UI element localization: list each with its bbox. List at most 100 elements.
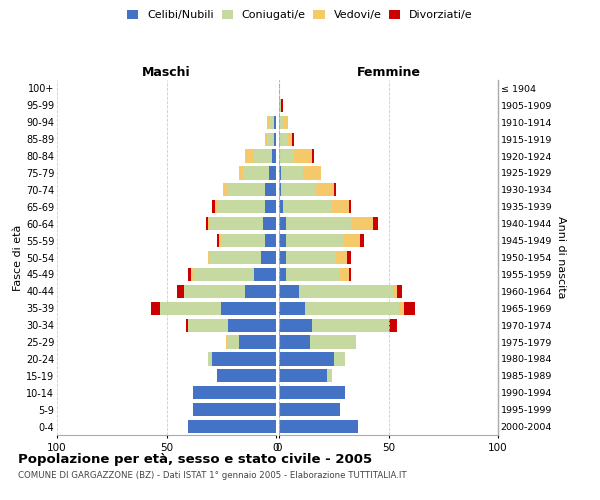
Bar [286,217,351,230]
Bar [228,184,265,196]
Bar [265,234,276,247]
Bar [212,200,215,213]
Bar [265,200,276,213]
Bar [281,166,303,179]
Bar [208,352,212,366]
Bar [184,284,245,298]
Bar [243,166,269,179]
Bar [404,302,415,315]
Bar [351,217,373,230]
Bar [193,268,254,281]
Bar [281,184,316,196]
Bar [305,302,400,315]
Bar [334,352,344,366]
Bar [310,336,356,348]
Bar [343,234,360,247]
Bar [279,99,281,112]
Bar [340,268,349,281]
Bar [286,234,343,247]
Bar [373,217,377,230]
Bar [215,200,217,213]
Bar [186,318,188,332]
Bar [279,386,345,400]
Bar [279,251,286,264]
Bar [279,284,299,298]
Bar [312,318,389,332]
Bar [316,184,334,196]
Bar [288,132,292,146]
Bar [279,132,288,146]
Bar [151,302,160,315]
Bar [188,420,276,433]
Bar [332,200,349,213]
Bar [279,318,312,332]
Bar [217,200,265,213]
Bar [193,403,276,416]
Bar [272,150,276,162]
Bar [228,336,239,348]
Bar [279,403,340,416]
Bar [206,217,208,230]
Y-axis label: Anni di nascita: Anni di nascita [556,216,566,298]
Bar [217,234,219,247]
Title: Maschi: Maschi [142,66,191,79]
Bar [267,116,269,129]
Bar [397,284,401,298]
Bar [211,217,263,230]
Bar [279,352,334,366]
Bar [292,132,295,146]
Bar [254,268,276,281]
Bar [349,268,351,281]
Bar [283,200,332,213]
Title: Femmine: Femmine [356,66,421,79]
Bar [193,386,276,400]
Bar [312,150,314,162]
Bar [279,217,286,230]
Bar [263,217,276,230]
Bar [228,318,276,332]
Bar [389,318,397,332]
Bar [303,166,320,179]
Bar [239,166,243,179]
Bar [286,268,340,281]
Y-axis label: Fasce di età: Fasce di età [13,224,23,290]
Bar [274,132,276,146]
Bar [245,150,254,162]
Bar [295,150,312,162]
Bar [279,200,283,213]
Bar [279,369,327,382]
Bar [279,336,310,348]
Bar [283,116,288,129]
Bar [208,251,211,264]
Bar [267,132,274,146]
Bar [279,184,281,196]
Bar [245,284,276,298]
Bar [279,268,286,281]
Bar [281,99,283,112]
Bar [347,251,351,264]
Bar [279,234,286,247]
Bar [400,302,404,315]
Bar [221,302,276,315]
Text: Popolazione per età, sesso e stato civile - 2005: Popolazione per età, sesso e stato civil… [18,452,372,466]
Bar [274,116,276,129]
Bar [208,217,211,230]
Bar [269,116,274,129]
Bar [269,166,276,179]
Bar [349,200,351,213]
Bar [223,184,228,196]
Bar [221,234,265,247]
Bar [212,352,276,366]
Text: COMUNE DI GARGAZZONE (BZ) - Dati ISTAT 1° gennaio 2005 - Elaborazione TUTTITALIA: COMUNE DI GARGAZZONE (BZ) - Dati ISTAT 1… [18,471,407,480]
Bar [254,150,272,162]
Bar [336,251,347,264]
Bar [279,116,283,129]
Bar [211,251,260,264]
Bar [286,251,336,264]
Bar [265,132,267,146]
Bar [178,284,184,298]
Bar [265,184,276,196]
Bar [327,369,332,382]
Bar [160,302,221,315]
Bar [260,251,276,264]
